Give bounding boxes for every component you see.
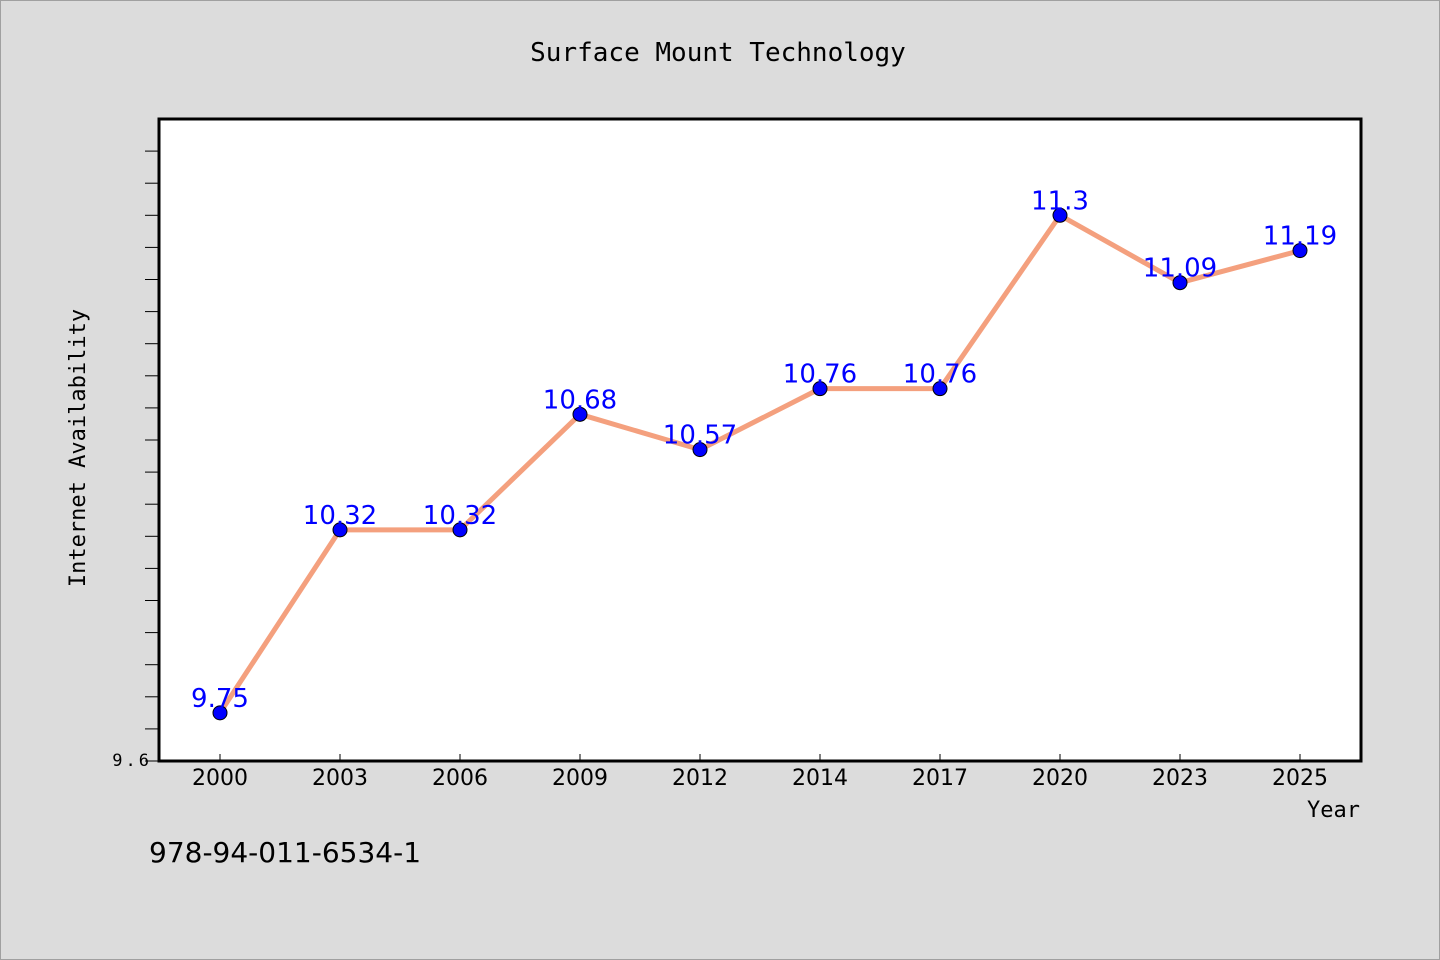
- x-tick-label: 2023: [1152, 766, 1208, 791]
- x-tick-label: 2017: [912, 766, 968, 791]
- data-point: [572, 406, 588, 422]
- x-tick-label: 2025: [1272, 766, 1328, 791]
- x-tick-label: 2000: [192, 766, 248, 791]
- y-axis-ticks: [145, 150, 159, 762]
- data-labels: 9.75 10.32 10.32 10.68 10.57 10.76 10.76 11.3 11…: [191, 186, 1337, 714]
- data-label: 10.68: [543, 385, 617, 415]
- data-label: 9.75: [191, 684, 249, 714]
- y-axis-label: Internet Availability: [66, 309, 91, 587]
- data-label: 10.32: [423, 501, 497, 531]
- x-axis-ticks: [219, 754, 1301, 761]
- series-line: [217, 212, 1303, 716]
- data-label: 11.19: [1263, 222, 1337, 252]
- isbn-footnote: 978-94-011-6534-1: [149, 836, 421, 869]
- data-point: [1172, 275, 1188, 291]
- data-point: [332, 522, 348, 538]
- data-label: 11.09: [1143, 254, 1217, 284]
- x-tick-label: 2020: [1032, 766, 1088, 791]
- data-label: 10.32: [303, 501, 377, 531]
- data-markers: [212, 207, 1308, 721]
- data-point: [932, 381, 948, 397]
- data-label: 11.3: [1031, 186, 1089, 216]
- data-point: [212, 705, 228, 721]
- x-tick-label: 2009: [552, 766, 608, 791]
- data-label: 10.76: [903, 360, 977, 390]
- x-tick-label: 2012: [672, 766, 728, 791]
- data-label: 10.76: [783, 360, 857, 390]
- data-point: [1052, 207, 1068, 223]
- x-tick-label: 2006: [432, 766, 488, 791]
- y-tick-label: 9.6: [112, 751, 152, 771]
- x-axis-tick-labels: 2000 2003 2006 2009 2012 2014 2017 2020 2023 2025: [192, 766, 1328, 791]
- data-point: [692, 442, 708, 458]
- x-tick-label: 2014: [792, 766, 848, 791]
- data-point: [452, 522, 468, 538]
- data-point: [812, 381, 828, 397]
- x-axis-label: Year: [1307, 798, 1360, 823]
- data-point: [1292, 243, 1308, 259]
- x-tick-label: 2003: [312, 766, 368, 791]
- data-label: 10.57: [663, 421, 737, 451]
- chart-title: Surface Mount Technology: [530, 38, 906, 68]
- plot-area: [157, 117, 1363, 763]
- y-axis-tick-labels: 9.6: [112, 751, 152, 771]
